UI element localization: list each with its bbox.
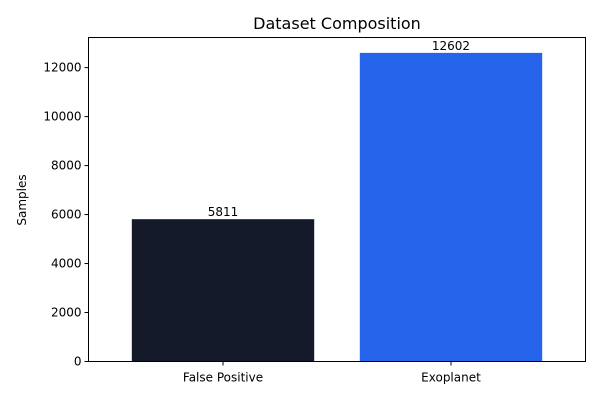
x-tick-label-0: False Positive (183, 371, 263, 385)
bar-value-label-0: 5811 (208, 205, 239, 219)
chart-title: Dataset Composition (253, 14, 421, 33)
y-tick-label-4: 8000 (51, 159, 82, 173)
x-axis-ticks: False Positive Exoplanet (183, 361, 481, 385)
x-tick-label-1: Exoplanet (421, 371, 481, 385)
y-tick-label-2: 4000 (51, 257, 82, 271)
y-tick-label-6: 12000 (43, 61, 81, 75)
bars-group (131, 52, 543, 362)
y-tick-label-0: 0 (74, 355, 82, 369)
y-axis-label: Samples (15, 174, 29, 225)
y-tick-label-5: 10000 (43, 110, 81, 124)
data-labels-group: 5811 12602 (208, 39, 470, 219)
y-axis-ticks: 0 2000 4000 6000 8000 10000 12000 (43, 61, 89, 369)
bar-0 (131, 219, 315, 362)
plot-frame (88, 37, 586, 362)
bar-1 (359, 52, 543, 362)
bar-value-label-1: 12602 (432, 39, 470, 53)
y-tick-label-1: 2000 (51, 306, 82, 320)
y-tick-label-3: 6000 (51, 208, 82, 222)
